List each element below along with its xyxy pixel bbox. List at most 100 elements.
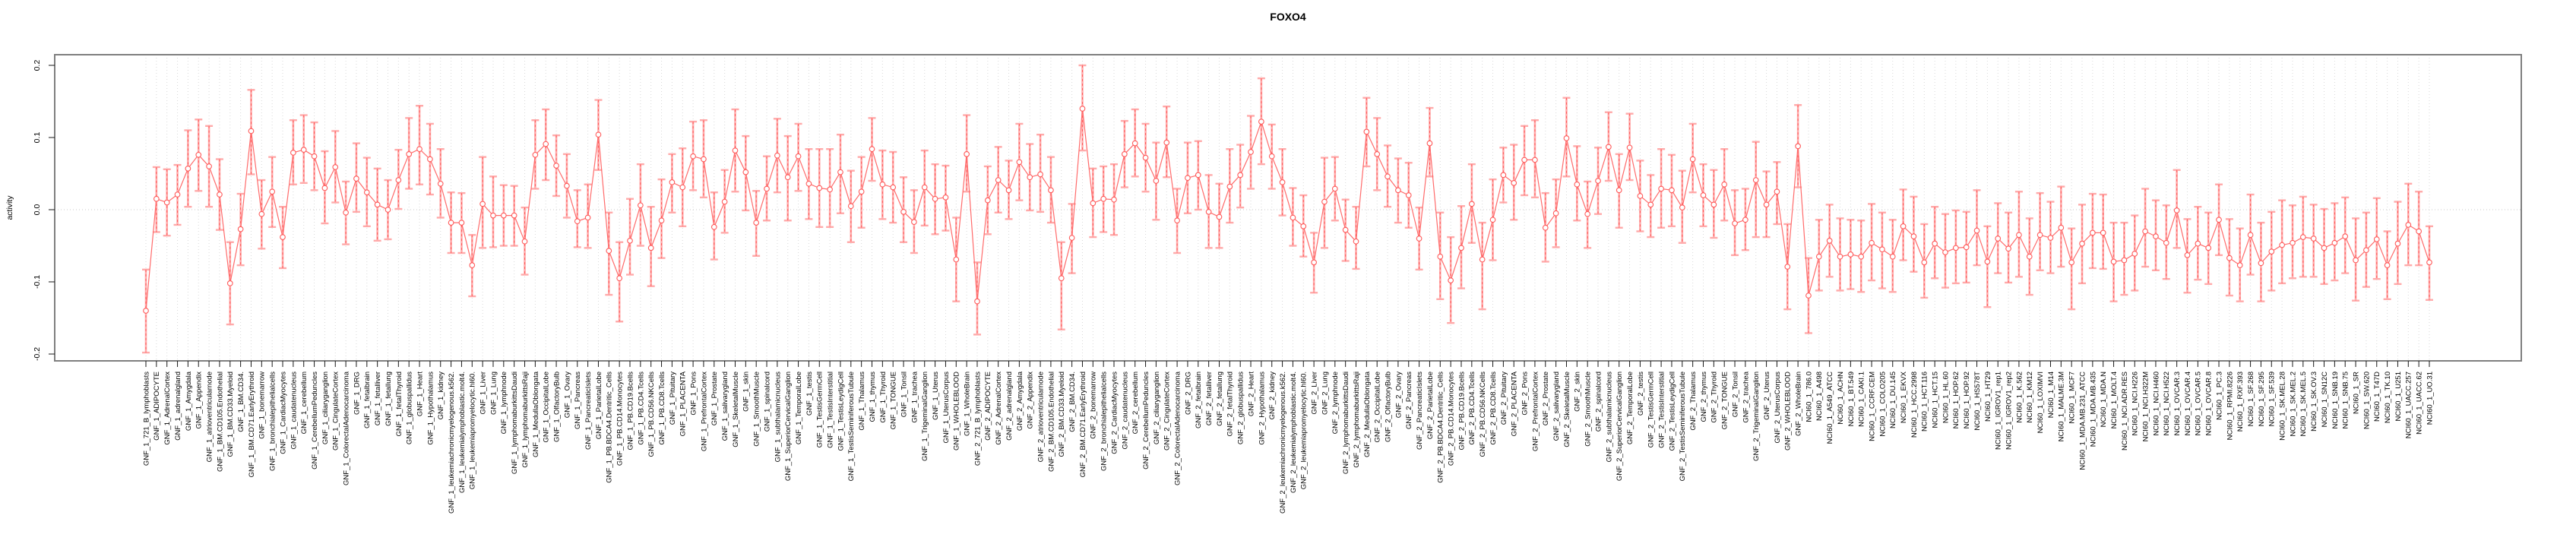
x-tick-label: GNF_1_leukemialymphoblastic.molt4. (458, 372, 467, 493)
data-point (1405, 192, 1412, 198)
data-point (1321, 198, 1328, 205)
x-tick-label: GNF_2_leukemiachronicmyelogenous.k562. (1279, 372, 1287, 514)
data-point (1342, 226, 1349, 233)
x-tick-label: GNF_2_Heart (1247, 372, 1255, 416)
data-point (1858, 253, 1865, 260)
data-point (1595, 178, 1601, 184)
x-tick-label: NCI60_1_IGROV1_rep1 (1995, 372, 2003, 450)
x-tick-label: GNF_2_PancreaticIslets (1416, 372, 1424, 450)
x-tick-label: NCI60_1_HS578T (1973, 372, 1982, 431)
data-point (532, 151, 539, 158)
x-tick-label: GNF_1_OlfactoryBulb (552, 372, 561, 442)
data-point (942, 194, 949, 201)
x-tick-label: GNF_1_subthalamicnucleus (774, 372, 782, 463)
x-tick-label: GNF_1_AdrenalCortex (163, 372, 172, 445)
data-point (1742, 217, 1748, 223)
data-point (1279, 179, 1286, 185)
x-tick-label: GNF_2_PB.CD19.Bcells (1457, 372, 1466, 451)
data-point (406, 151, 413, 157)
x-tick-label: GNF_1_PancreaticIslets (584, 372, 593, 450)
data-point (2290, 239, 2296, 246)
x-tick-label: GNF_2_globuspallidus (1237, 372, 1245, 444)
x-tick-label: NCI60_1_CCRF.CEM (1868, 372, 1876, 441)
data-point (911, 219, 917, 226)
data-point (1153, 178, 1160, 184)
data-point (1942, 249, 1948, 255)
x-tick-label: GNF_2_lymphomaburkittsDaudi (1342, 372, 1350, 474)
data-point (1669, 187, 1675, 194)
data-point (900, 209, 907, 215)
data-point (827, 186, 833, 193)
x-tick-label: GNF_1_PB.CD19.Bcells (626, 372, 635, 451)
x-tick-label: GNF_1_Amygdala (185, 371, 193, 431)
data-point (595, 131, 602, 138)
x-tick-label: GNF_2_PB.CD4.Tcells (1468, 372, 1476, 445)
x-tick-label: GNF_1_BM.CD105.Endothelial (216, 372, 224, 472)
data-point (2110, 258, 2117, 265)
x-tick-label: NCI60_1_NCI.ADR.RES (2121, 372, 2129, 451)
data-point (1479, 256, 1486, 263)
x-tick-label: GNF_2_WHOLEBLOOD (1784, 372, 1793, 451)
data-point (1300, 223, 1307, 229)
data-point (2142, 228, 2148, 235)
data-point (353, 175, 359, 182)
data-point (2047, 235, 2054, 241)
x-tick-label: NCI60_1_CAKI.1 (1858, 372, 1866, 427)
data-point (1542, 224, 1549, 231)
data-point (2068, 259, 2075, 266)
x-tick-label: NCI60_1_COLO205 (1878, 372, 1887, 437)
x-tick-label: GNF_2_PB.BDCA4.Dentritic_Cells (1437, 372, 1445, 483)
x-tick-label: GNF_1_caudatenucleus (290, 372, 298, 450)
x-tick-label: GNF_2_Amygdala (1016, 371, 1024, 431)
series-line-layer (145, 108, 2430, 311)
x-tick-label: GNF_1_TestisSeminiferousTubule (847, 372, 856, 481)
data-point (1458, 245, 1464, 251)
x-tick-label: NCI60_1_EKVX (1900, 371, 1908, 423)
data-point (195, 151, 202, 158)
x-tick-label: GNF_1_Tonsil (900, 372, 908, 417)
x-tick-label: GNF_2_SkeletalMuscle (1563, 372, 1571, 447)
data-point (1879, 246, 1885, 253)
x-tick-label: NCI60_1_SK.MEL.2 (2289, 372, 2297, 437)
x-tick-label: NCI60_1_SF.539 (2268, 372, 2277, 426)
data-point (1552, 210, 1559, 217)
data-point (2247, 232, 2254, 239)
chart-title: FOXO4 (1270, 11, 1306, 23)
x-tick-label: NCI60_1_786.0 (1805, 372, 1813, 422)
data-point (1216, 213, 1223, 220)
series-line (145, 108, 2430, 311)
y-axis-label: activity (5, 195, 14, 220)
x-tick-label: NCI60_1_SK.MEL.5 (2299, 372, 2308, 437)
data-point (879, 181, 886, 188)
data-point (1448, 277, 1454, 283)
data-point (1385, 173, 1391, 180)
x-tick-label: GNF_2_Prostate (1542, 372, 1550, 425)
x-tick-label: GNF_1_lymphomaburkittsRaji (521, 372, 530, 468)
x-tick-label: GNF_2_caudatenucleus (1121, 372, 1129, 450)
x-tick-label: GNF_2_Uterus (1763, 372, 1771, 420)
x-tick-label: GNF_2_Thalamus (1689, 372, 1698, 431)
data-point (932, 195, 938, 202)
x-tick-label: GNF_1_WholeBrain (964, 372, 972, 436)
data-point (1721, 181, 1728, 188)
data-point (500, 212, 507, 219)
x-tick-label: GNF_1_PB.BDCA4.Dentritic_Cells (606, 372, 614, 483)
x-tick-label: GNF_1_spinalcord (763, 372, 771, 432)
data-point (1500, 172, 1507, 179)
data-point (1131, 140, 1138, 147)
data-point (1795, 143, 1801, 150)
data-point (490, 212, 496, 219)
data-point (1185, 175, 1191, 182)
x-tick-label: GNF_2_BM.CD105.Endothelial (1047, 372, 1055, 472)
data-point (1416, 236, 1422, 242)
data-point (1268, 153, 1275, 160)
data-point (2036, 232, 2043, 239)
x-tick-label: GNF_2_TemporalLobe (1626, 372, 1635, 444)
data-point (1984, 258, 1991, 265)
data-point (374, 201, 381, 208)
x-tick-label: NCI60_1_M14 (2047, 372, 2055, 418)
x-tick-label: NCI60_1_HCC.2998 (1910, 372, 1919, 438)
x-tick-label: GNF_1_BM.CD33.Myeloid (226, 372, 235, 457)
x-tick-label: GNF_1_TestisLeydigCell (837, 372, 845, 451)
data-point (2195, 240, 2201, 247)
